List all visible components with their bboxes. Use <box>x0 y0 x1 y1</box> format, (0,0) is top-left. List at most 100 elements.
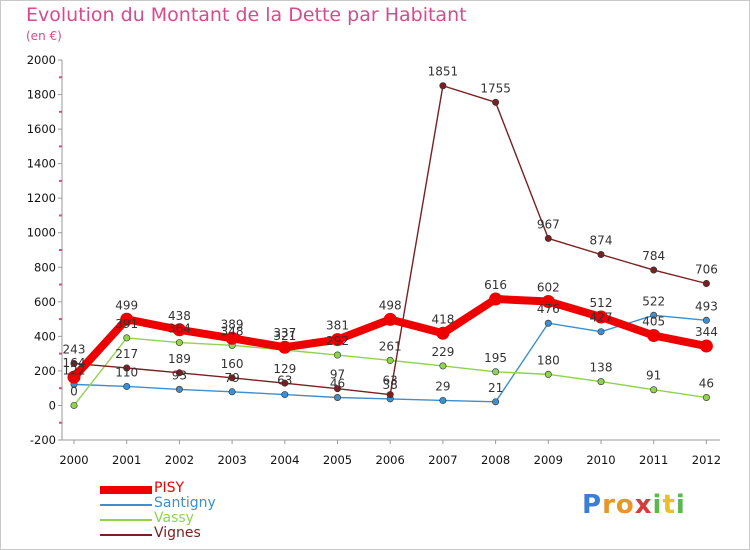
y-tick-label: 600 <box>34 295 56 309</box>
x-tick-label: 2010 <box>586 453 615 467</box>
data-label: 344 <box>695 325 718 339</box>
data-label: 110 <box>115 365 138 379</box>
data-point <box>439 82 447 90</box>
data-label: 189 <box>168 352 191 366</box>
chart-title: Evolution du Montant de la Dette par Hab… <box>26 4 467 26</box>
legend-label: Santigny <box>154 495 216 511</box>
legend-label: Vignes <box>154 525 201 541</box>
data-label: 498 <box>379 298 402 312</box>
data-label: 321 <box>273 329 296 343</box>
data-label: 405 <box>642 315 665 329</box>
logo-letter: r <box>602 490 616 520</box>
data-point <box>123 364 131 372</box>
data-point <box>278 340 292 354</box>
data-point <box>597 250 605 258</box>
data-point <box>702 394 710 402</box>
data-point <box>650 266 658 274</box>
data-point <box>597 378 605 386</box>
data-label: 706 <box>695 263 718 277</box>
data-label: 243 <box>63 342 86 356</box>
data-label: 21 <box>488 381 503 395</box>
logo-letter: x <box>634 490 653 520</box>
data-point <box>439 396 447 404</box>
data-point <box>489 292 503 306</box>
data-label: 63 <box>277 374 292 388</box>
data-label: 46 <box>699 377 714 391</box>
data-point <box>647 329 661 342</box>
x-tick-label: 2012 <box>692 453 721 467</box>
data-label: 0 <box>70 384 78 398</box>
data-point <box>172 323 186 337</box>
data-point <box>597 328 605 336</box>
data-label: 391 <box>115 317 138 331</box>
data-point <box>120 312 134 326</box>
data-label: 229 <box>431 345 454 359</box>
x-tick-label: 2001 <box>112 453 141 467</box>
data-label: 292 <box>326 334 349 348</box>
data-label: 389 <box>221 317 244 331</box>
data-label: 38 <box>383 378 398 392</box>
data-point <box>67 370 81 384</box>
y-tick-label: 800 <box>34 260 56 274</box>
data-label: 418 <box>431 312 454 326</box>
data-point <box>70 359 78 367</box>
legend-label: Vassy <box>154 510 194 526</box>
data-point <box>383 312 397 326</box>
data-label: 522 <box>642 294 665 308</box>
data-label: 164 <box>63 356 86 370</box>
logo-letter: P <box>582 490 603 520</box>
data-label: 160 <box>221 357 244 371</box>
data-point <box>544 319 552 327</box>
data-point <box>228 374 236 382</box>
x-tick-label: 2002 <box>165 453 194 467</box>
data-label: 1851 <box>428 65 459 79</box>
data-label: 1755 <box>480 81 511 95</box>
data-label: 195 <box>484 351 507 365</box>
x-tick-label: 2005 <box>323 453 352 467</box>
data-point <box>492 368 500 376</box>
data-point <box>544 370 552 378</box>
x-tick-label: 2003 <box>217 453 246 467</box>
x-tick-label: 2004 <box>270 453 299 467</box>
logo-letter: o <box>615 490 635 520</box>
data-label: 364 <box>168 322 191 336</box>
y-tick-label: 1000 <box>27 226 56 240</box>
y-tick-label: 0 <box>49 398 56 412</box>
data-point <box>702 280 710 288</box>
x-tick-label: 2008 <box>481 453 510 467</box>
data-label: 512 <box>590 296 613 310</box>
data-label: 381 <box>326 319 349 333</box>
logo-letter: i <box>652 490 663 520</box>
data-label: 427 <box>590 311 613 325</box>
data-point <box>281 379 289 387</box>
data-point <box>123 382 131 390</box>
data-label: 79 <box>224 371 239 385</box>
data-point <box>175 369 183 377</box>
data-label: 499 <box>115 298 138 312</box>
data-point <box>699 339 713 353</box>
data-point <box>228 388 236 396</box>
legend-label: PISY <box>154 480 185 496</box>
data-point <box>333 385 341 393</box>
data-label: 29 <box>435 379 450 393</box>
data-label: 91 <box>646 369 661 383</box>
data-label: 97 <box>330 368 345 382</box>
data-point <box>650 386 658 394</box>
data-point <box>331 333 344 347</box>
data-label: 784 <box>642 249 665 263</box>
proxiti-logo: Proxiti <box>582 490 686 520</box>
logo-letter: i <box>675 490 686 520</box>
data-label: 46 <box>330 377 345 391</box>
data-label: 261 <box>379 339 402 353</box>
data-point <box>175 339 183 347</box>
data-point <box>333 351 341 359</box>
data-point <box>175 385 183 393</box>
data-label: 602 <box>537 280 560 294</box>
y-tick-label: 1800 <box>27 88 56 102</box>
data-label: 129 <box>273 362 296 376</box>
data-point <box>281 391 289 399</box>
x-tick-label: 2006 <box>376 453 405 467</box>
y-tick-label: 400 <box>34 329 56 343</box>
